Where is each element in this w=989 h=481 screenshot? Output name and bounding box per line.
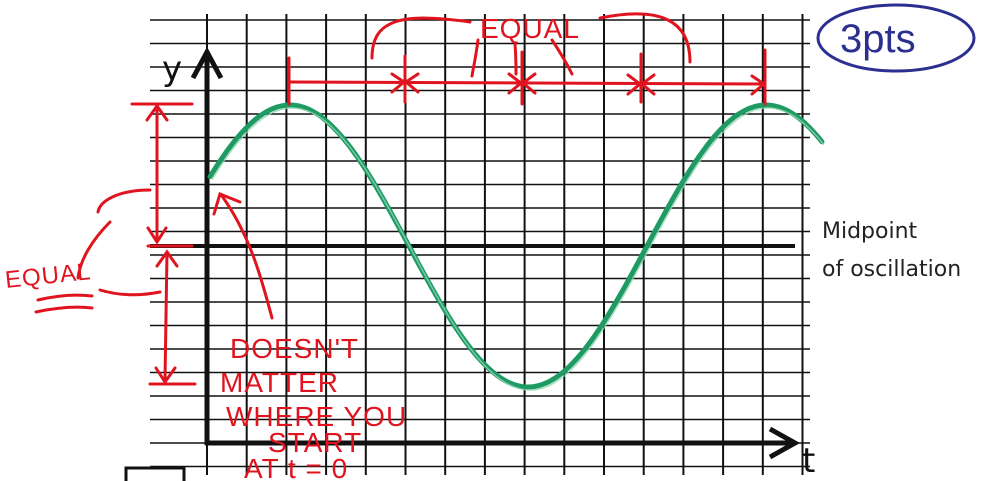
start-note-line: WHERE YOU <box>226 401 407 432</box>
top-equal-note: EQUAL <box>480 13 580 44</box>
equal-pointer <box>550 38 574 76</box>
start-note-line: DOESN'T <box>230 333 359 364</box>
t-axis-label: t <box>802 441 815 481</box>
arrowhead-icon <box>403 72 420 94</box>
amplitude-span <box>163 250 169 382</box>
y-axis-label: y <box>162 49 182 89</box>
score-circle <box>816 3 976 73</box>
equal-pointer <box>98 288 162 297</box>
start-note-line: MATTER <box>220 367 339 398</box>
start-note-line: AT t = 0 <box>244 453 348 481</box>
equal-underline <box>36 293 94 302</box>
equal-pointer <box>513 42 518 76</box>
arrowhead-icon <box>154 366 177 385</box>
score-badge: 3pts <box>816 3 976 73</box>
marker-span <box>287 80 767 86</box>
equal-bracket <box>370 16 472 60</box>
t-axis-arrow-icon <box>768 426 801 460</box>
arrowhead-icon <box>520 72 537 95</box>
sinusoid-curve <box>207 102 825 390</box>
arrowhead-icon <box>145 103 169 122</box>
start-note: DOESN'T MATTER WHERE YOU START AT t = 0 <box>220 333 407 481</box>
arrowhead-icon <box>750 74 767 96</box>
score-text: 3pts <box>840 17 916 61</box>
arrowhead-icon <box>212 191 242 216</box>
arrowhead-icon <box>155 249 179 268</box>
equal-pointer <box>96 188 152 214</box>
side-equal-note: EQUAL <box>4 258 93 294</box>
period-markers <box>287 12 767 106</box>
start-note-line: START <box>268 427 362 458</box>
arrowhead-icon <box>639 73 656 96</box>
sinusoid-curve-trace <box>211 107 825 391</box>
equal-underline <box>34 305 94 314</box>
equal-pointer <box>470 38 480 78</box>
equal-pointer <box>76 220 112 280</box>
answer-box-fragment <box>124 466 186 481</box>
amplitude-markers <box>34 102 274 386</box>
midpoint-label-line1: Midpoint <box>822 219 918 244</box>
midpoint-label-line2: of oscillation <box>822 257 961 282</box>
equal-bracket <box>598 12 692 64</box>
axes: y t <box>150 46 815 481</box>
start-pointer <box>220 194 274 320</box>
arrowhead-icon <box>146 226 168 245</box>
y-axis-arrow-icon <box>190 46 224 80</box>
